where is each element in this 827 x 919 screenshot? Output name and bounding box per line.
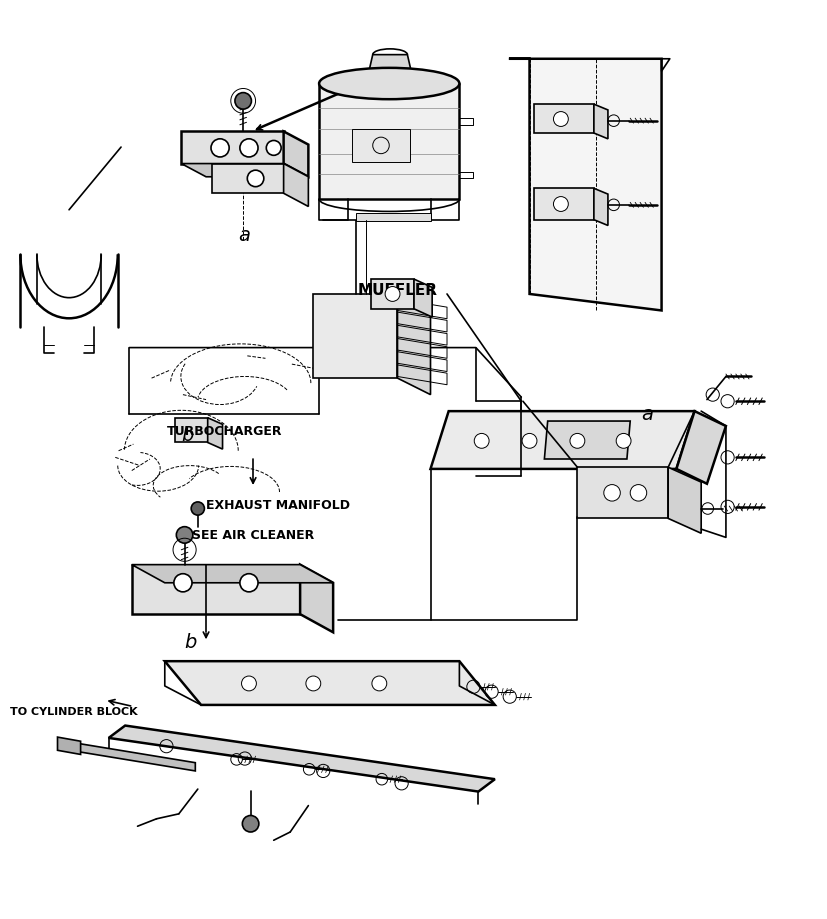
Polygon shape	[533, 189, 593, 221]
Polygon shape	[370, 279, 414, 310]
Ellipse shape	[318, 69, 459, 100]
Polygon shape	[430, 412, 694, 470]
Polygon shape	[576, 468, 667, 519]
Polygon shape	[212, 165, 284, 194]
Text: TO CYLINDER BLOCK: TO CYLINDER BLOCK	[10, 706, 137, 716]
Polygon shape	[181, 132, 284, 165]
Circle shape	[552, 112, 567, 128]
Polygon shape	[174, 418, 208, 443]
Polygon shape	[181, 165, 308, 177]
Polygon shape	[356, 214, 430, 222]
Polygon shape	[533, 105, 593, 134]
Circle shape	[629, 485, 646, 502]
Polygon shape	[676, 412, 725, 484]
Circle shape	[242, 815, 259, 832]
Polygon shape	[593, 105, 607, 140]
Circle shape	[241, 676, 256, 691]
Text: TURBOCHARGER: TURBOCHARGER	[166, 425, 281, 437]
Polygon shape	[108, 726, 495, 791]
Polygon shape	[313, 295, 397, 379]
Polygon shape	[79, 743, 195, 771]
Polygon shape	[208, 418, 222, 449]
Text: a: a	[640, 405, 653, 424]
Circle shape	[371, 676, 386, 691]
Polygon shape	[284, 132, 308, 177]
Circle shape	[305, 676, 320, 691]
Text: a: a	[238, 226, 250, 245]
Text: SEE AIR CLEANER: SEE AIR CLEANER	[192, 528, 313, 542]
Polygon shape	[131, 565, 299, 615]
Polygon shape	[593, 189, 607, 226]
Circle shape	[191, 503, 204, 516]
Text: b: b	[184, 632, 197, 652]
Circle shape	[235, 94, 251, 110]
Text: b: b	[181, 425, 194, 445]
Circle shape	[240, 140, 258, 158]
Text: MUFFLER: MUFFLER	[357, 283, 437, 298]
Circle shape	[247, 171, 264, 187]
Polygon shape	[131, 565, 332, 584]
Polygon shape	[165, 662, 495, 705]
Circle shape	[176, 528, 193, 543]
Text: EXHAUST MANIFOLD: EXHAUST MANIFOLD	[206, 498, 350, 511]
Circle shape	[569, 434, 584, 448]
Circle shape	[603, 485, 619, 502]
Circle shape	[385, 288, 399, 302]
Polygon shape	[509, 60, 661, 312]
Circle shape	[552, 198, 567, 212]
Polygon shape	[414, 279, 432, 318]
Circle shape	[174, 574, 192, 592]
Circle shape	[615, 434, 630, 448]
Polygon shape	[299, 565, 332, 632]
Circle shape	[266, 142, 281, 156]
Polygon shape	[284, 165, 308, 208]
Polygon shape	[397, 295, 430, 395]
Polygon shape	[318, 85, 459, 199]
Polygon shape	[57, 737, 80, 754]
Circle shape	[474, 434, 489, 448]
Polygon shape	[543, 422, 629, 460]
Circle shape	[522, 434, 537, 448]
Circle shape	[211, 140, 229, 158]
Polygon shape	[366, 55, 414, 85]
Circle shape	[240, 574, 258, 592]
Polygon shape	[667, 468, 700, 534]
Polygon shape	[351, 130, 409, 163]
